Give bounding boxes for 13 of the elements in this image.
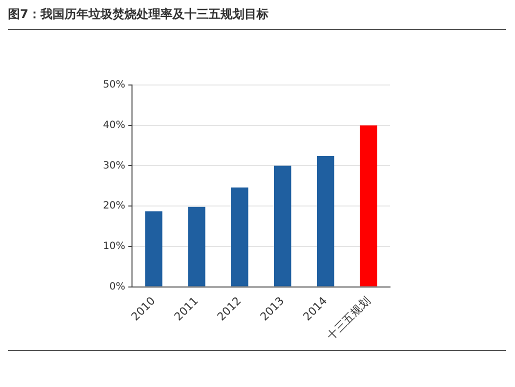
y-tick-label: 50%	[102, 80, 126, 91]
y-tick-label: 30%	[102, 160, 126, 172]
bar	[316, 156, 334, 286]
y-tick-label: 40%	[102, 120, 126, 131]
bar	[231, 188, 248, 286]
bar	[188, 206, 206, 286]
bar	[145, 211, 162, 286]
chart-title: 图7：我国历年垃圾焚烧处理率及十三五规划目标	[8, 6, 506, 30]
y-tick-label: 10%	[102, 241, 126, 252]
y-tick-label: 0%	[109, 281, 126, 292]
bar	[274, 166, 292, 286]
bar	[360, 125, 378, 286]
y-tick-label: 20%	[102, 200, 126, 212]
